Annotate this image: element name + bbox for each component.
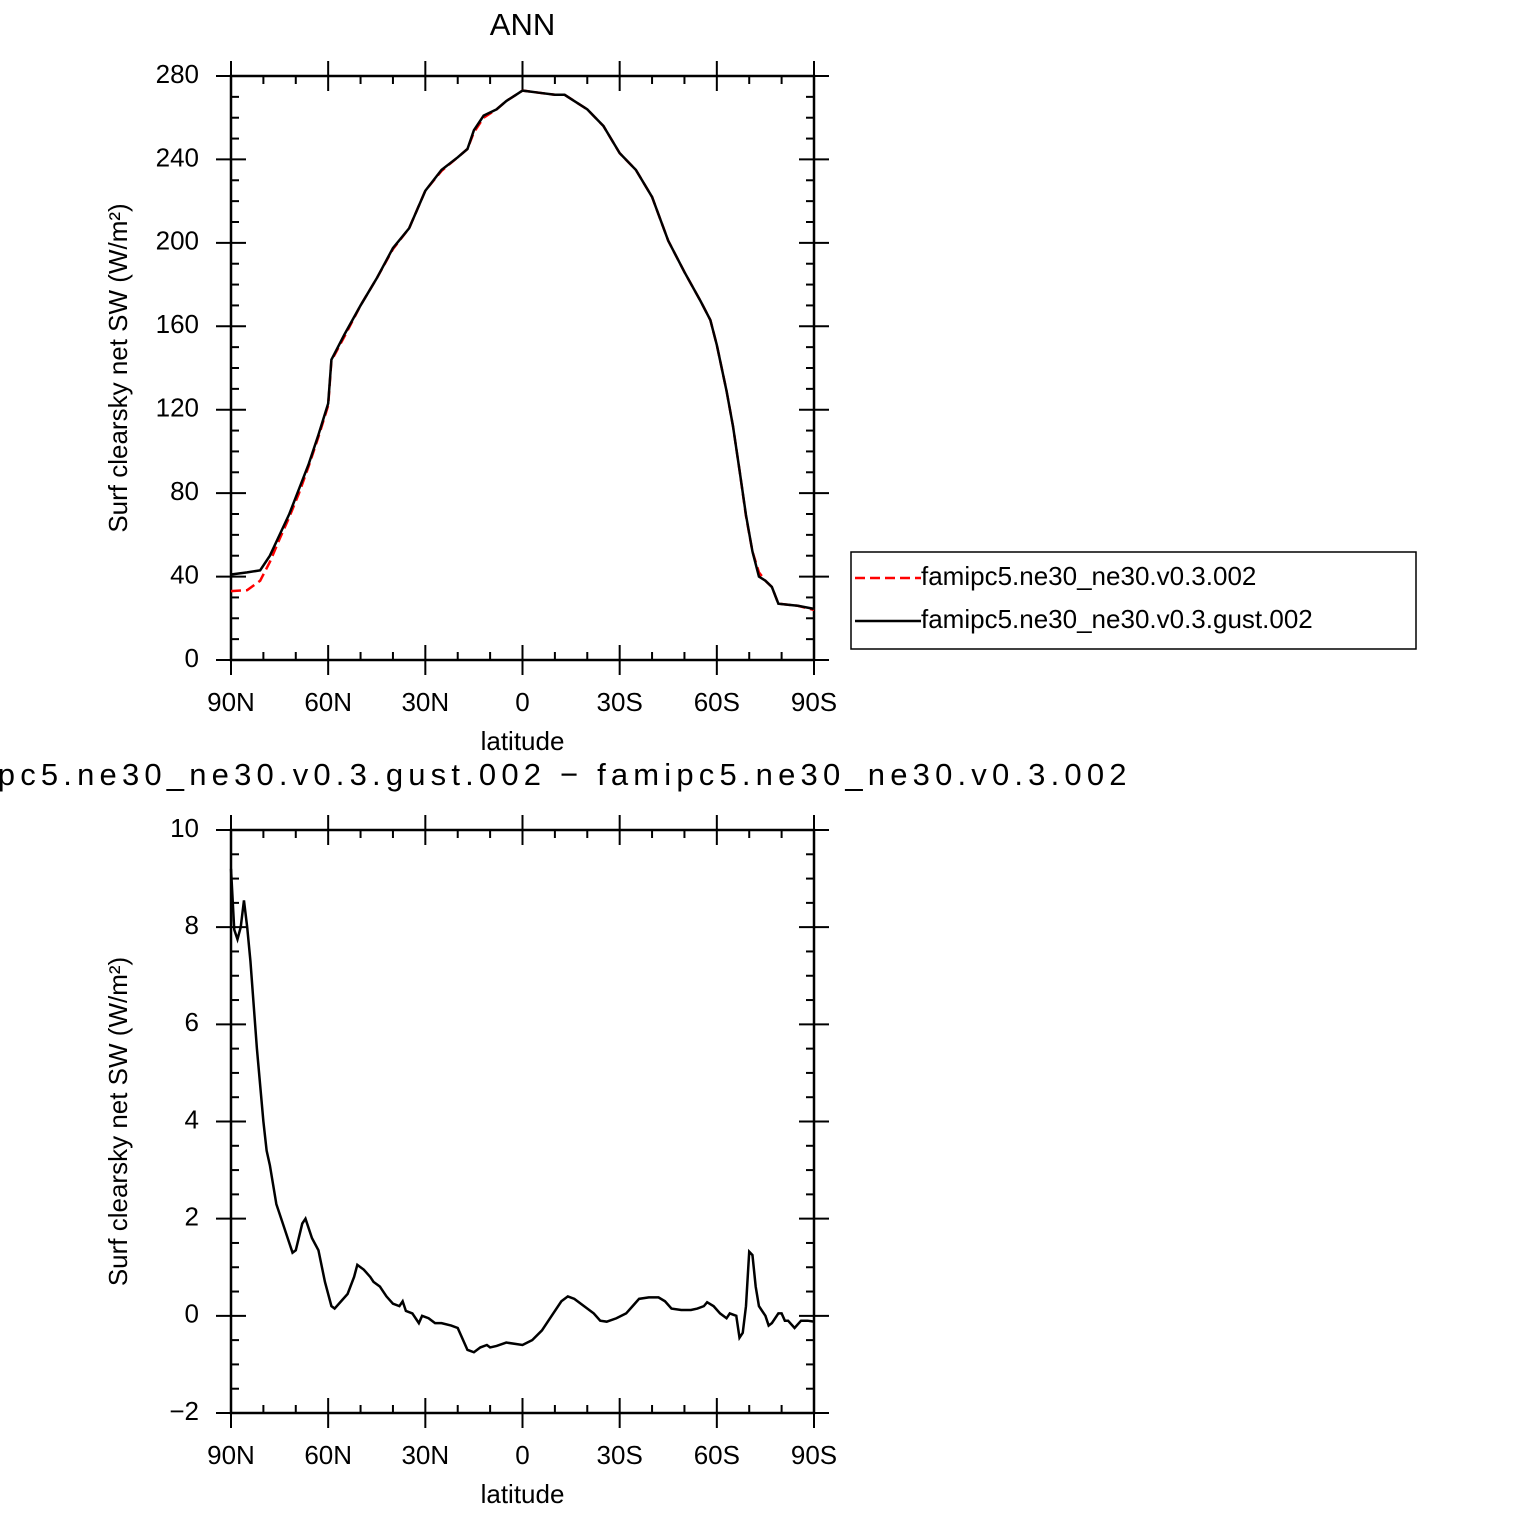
y-tick-label: 280 — [156, 59, 199, 89]
x-axis-label: latitude — [481, 1479, 565, 1509]
x-tick-label: 90N — [207, 687, 255, 717]
y-axis-label: Surf clearsky net SW (W/m²) — [103, 203, 133, 532]
x-tick-label: 90S — [791, 687, 837, 717]
x-tick-label: 60S — [694, 687, 740, 717]
x-tick-label: 60S — [694, 1440, 740, 1470]
y-tick-label: 6 — [185, 1007, 199, 1037]
x-tick-label: 60N — [304, 687, 352, 717]
x-tick-label: 90N — [207, 1440, 255, 1470]
y-tick-label: 0 — [185, 643, 199, 673]
y-tick-label: 8 — [185, 910, 199, 940]
x-tick-label: 30N — [401, 1440, 449, 1470]
y-tick-label: 80 — [170, 476, 199, 506]
y-tick-label: 40 — [170, 559, 199, 589]
y-tick-label: 160 — [156, 309, 199, 339]
legend-box — [850, 551, 1417, 650]
x-tick-label: 30N — [401, 687, 449, 717]
y-tick-label: 240 — [156, 142, 199, 172]
y-tick-label: 4 — [185, 1104, 199, 1134]
chart-title: famipc5.ne30_ne30.v0.3.gust.002 − famipc… — [0, 757, 1127, 792]
y-tick-label: 200 — [156, 226, 199, 256]
plot-frame — [229, 828, 816, 1415]
data-line — [230, 89, 815, 611]
y-tick-label: 10 — [170, 813, 199, 843]
legend-label: famipc5.ne30_ne30.v0.3.gust.002 — [921, 604, 1313, 634]
x-axis-label: latitude — [481, 726, 565, 756]
y-tick-label: 0 — [185, 1299, 199, 1329]
x-tick-label: 60N — [304, 1440, 352, 1470]
data-line — [229, 868, 815, 1354]
y-axis-label: Surf clearsky net SW (W/m²) — [103, 957, 133, 1286]
y-tick-label: 120 — [156, 393, 199, 423]
y-tick-label: 2 — [185, 1202, 199, 1232]
data-line — [230, 89, 815, 612]
x-tick-label: 0 — [515, 1440, 529, 1470]
chart-title: ANN — [490, 7, 555, 42]
legend-label: famipc5.ne30_ne30.v0.3.002 — [921, 561, 1256, 591]
x-tick-label: 30S — [597, 687, 643, 717]
x-tick-label: 90S — [791, 1440, 837, 1470]
plot-frame — [229, 74, 816, 662]
y-tick-label: −2 — [169, 1396, 199, 1426]
x-tick-label: 0 — [515, 687, 529, 717]
x-tick-label: 30S — [597, 1440, 643, 1470]
